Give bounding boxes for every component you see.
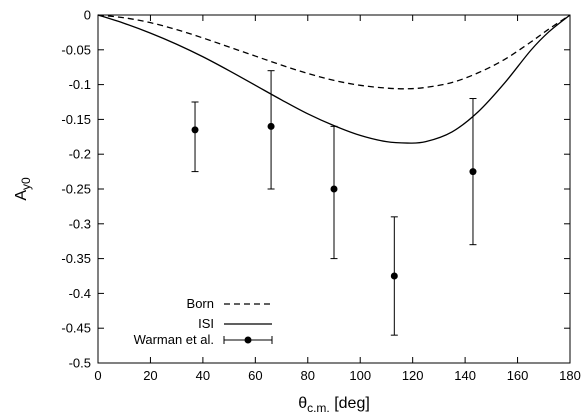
y-tick-label: -0.2 [69,147,91,162]
x-axis-label-unit: [deg] [330,395,370,412]
x-tick-label: 20 [143,368,157,383]
x-tick-label: 160 [507,368,529,383]
x-tick-label: 0 [94,368,101,383]
x-tick-label: 100 [349,368,371,383]
x-tick-label: 80 [301,368,315,383]
series-born-line [97,14,571,90]
x-axis-label-symbol: θ [298,395,307,412]
y-tick-label: -0.35 [61,251,91,266]
x-tick-label: 60 [248,368,262,383]
legend-label-isi: ISI [198,316,214,331]
x-axis-label-subscript: c.m. [307,401,330,415]
y-axis-label-subscript: y0 [19,177,33,190]
tick-labels: 0 20 40 60 80 100 120 140 160 180 0 -0.05 -0.1 -0.15 -… [61,8,580,384]
data-point-warman [191,126,199,134]
x-axis-label: θc.m. [deg] [298,395,370,415]
x-tick-label: 40 [196,368,210,383]
y-tick-label: 0 [84,8,91,23]
y-tick-label: -0.5 [69,356,91,371]
legend-label-born: Born [187,296,214,311]
y-tick-label: -0.1 [69,77,91,92]
y-tick-label: -0.45 [61,321,91,336]
x-tick-label: 180 [559,368,581,383]
data-point-warman [330,185,338,193]
series-layer [97,14,571,336]
data-point-warman [469,168,477,176]
x-tick-label: 140 [454,368,476,383]
legend-marker-warman [244,336,252,344]
data-point-warman [390,272,398,280]
y-tick-label: -0.05 [61,42,91,57]
axis-ticks [97,14,571,364]
y-axis-label: Ay0 [13,177,33,201]
y-tick-label: -0.25 [61,182,91,197]
y-tick-label: -0.15 [61,112,91,127]
y-tick-label: -0.4 [69,286,91,301]
legend-label-warman: Warman et al. [134,332,214,347]
data-point-warman [267,122,275,130]
x-tick-label: 120 [402,368,424,383]
series-isi-line [97,14,571,144]
y-axis-label-symbol: A [13,190,30,201]
legend: Born ISI Warman et al. [134,296,273,347]
y-tick-label: -0.3 [69,216,91,231]
